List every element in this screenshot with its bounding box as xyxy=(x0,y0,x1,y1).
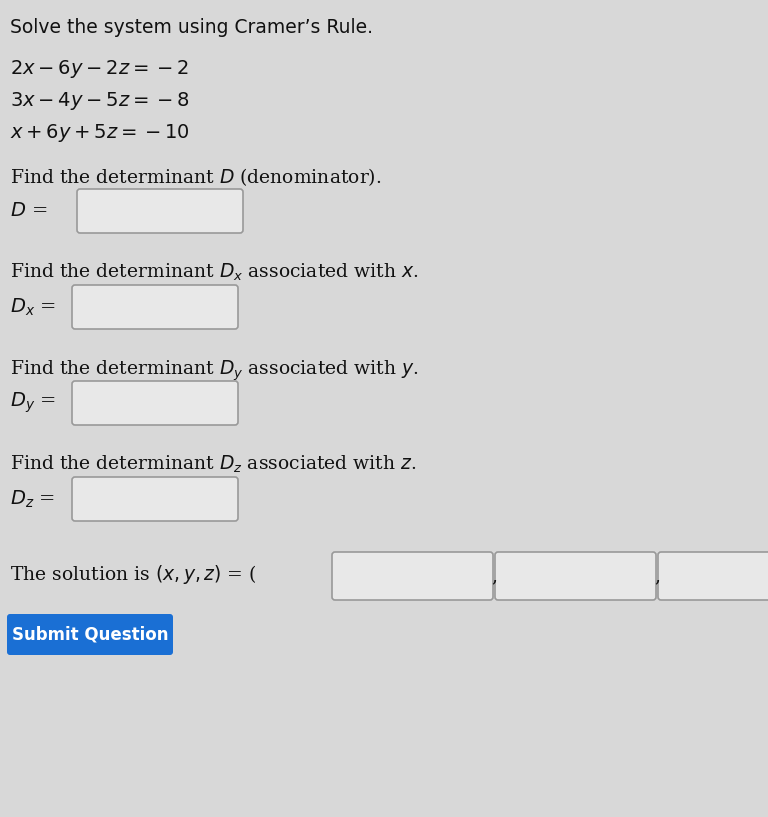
FancyBboxPatch shape xyxy=(77,189,243,233)
Text: ,: , xyxy=(654,567,660,585)
FancyBboxPatch shape xyxy=(658,552,768,600)
FancyBboxPatch shape xyxy=(332,552,493,600)
Text: Find the determinant $D_z$ associated with $z$.: Find the determinant $D_z$ associated wi… xyxy=(10,454,416,475)
Text: $D_x$ =: $D_x$ = xyxy=(10,297,56,318)
FancyBboxPatch shape xyxy=(72,477,238,521)
Text: $D_z$ =: $D_z$ = xyxy=(10,489,55,510)
Text: $3x - 4y - 5z = -8$: $3x - 4y - 5z = -8$ xyxy=(10,90,190,112)
Text: Find the determinant $D$ (denominator).: Find the determinant $D$ (denominator). xyxy=(10,166,382,188)
FancyBboxPatch shape xyxy=(72,285,238,329)
Text: $D_y$ =: $D_y$ = xyxy=(10,391,56,415)
Text: ,: , xyxy=(491,567,497,585)
Text: $x + 6y + 5z = -10$: $x + 6y + 5z = -10$ xyxy=(10,122,190,144)
Text: $D$ =: $D$ = xyxy=(10,202,48,220)
Text: The solution is $(x, y, z)$ = (: The solution is $(x, y, z)$ = ( xyxy=(10,562,257,586)
Text: $2x - 6y - 2z = -2$: $2x - 6y - 2z = -2$ xyxy=(10,58,189,80)
FancyBboxPatch shape xyxy=(495,552,656,600)
Text: Find the determinant $D_y$ associated with $y$.: Find the determinant $D_y$ associated wi… xyxy=(10,358,419,382)
Text: Solve the system using Cramer’s Rule.: Solve the system using Cramer’s Rule. xyxy=(10,18,373,37)
Text: Find the determinant $D_x$ associated with $x$.: Find the determinant $D_x$ associated wi… xyxy=(10,262,419,283)
FancyBboxPatch shape xyxy=(72,381,238,425)
FancyBboxPatch shape xyxy=(7,614,173,655)
Text: Submit Question: Submit Question xyxy=(12,626,168,644)
